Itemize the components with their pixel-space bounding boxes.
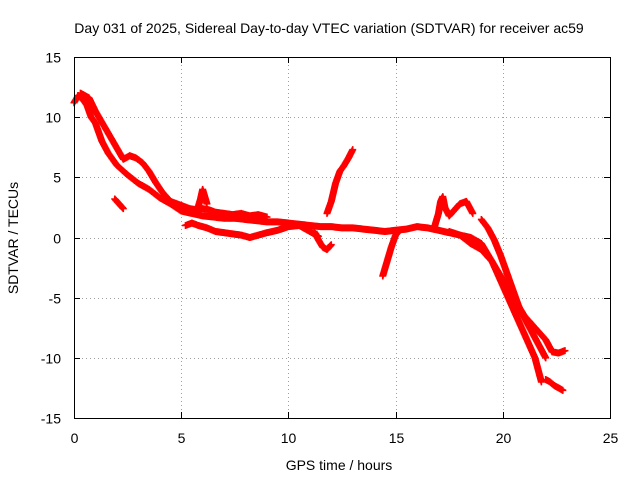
y-tick-labels: -15 -10 -5 0 5 10 15	[41, 50, 61, 427]
grid-lines	[74, 57, 610, 418]
data-point	[469, 209, 477, 217]
y-tick-label: -5	[49, 291, 62, 307]
data-point	[327, 241, 335, 249]
data-point	[559, 386, 567, 394]
y-tick-label: -15	[41, 411, 61, 427]
data-point	[263, 213, 271, 221]
x-axis-label: GPS time / hours	[286, 457, 393, 473]
series-bump-near-6h	[194, 185, 211, 210]
series-rise-near-14-5h	[379, 226, 404, 280]
x-tick-label: 15	[389, 430, 405, 446]
data-point	[561, 347, 569, 355]
chart-title: Day 031 of 2025, Sidereal Day-to-day VTE…	[74, 20, 584, 36]
axis-ticks	[74, 57, 611, 419]
data-marks	[70, 89, 569, 394]
data-point	[396, 226, 404, 234]
x-tick-label: 5	[178, 430, 186, 446]
x-tick-label: 10	[281, 430, 297, 446]
y-tick-label: 15	[45, 50, 61, 66]
data-point	[119, 205, 127, 213]
series-main-trace	[70, 92, 545, 386]
series-spikes-near-17h	[430, 193, 477, 232]
y-tick-label: 0	[53, 231, 61, 247]
x-tick-label: 0	[71, 430, 79, 446]
x-tick-label: 25	[603, 430, 619, 446]
data-point	[349, 146, 357, 154]
x-tick-labels: 0 5 10 15 20 25	[71, 430, 619, 446]
series-dip-near-12h	[310, 227, 335, 254]
series-steep-drop-19-22h	[477, 215, 550, 362]
series-spike-at-2h	[111, 195, 127, 213]
data-point	[537, 378, 545, 386]
series-rise-to-13h	[323, 146, 357, 217]
y-tick-label: 10	[45, 110, 61, 126]
y-axis-label: SDTVAR / TECUs	[5, 182, 21, 294]
series-branch-18-22h	[445, 227, 569, 357]
data-point	[542, 354, 550, 362]
series-upper-branch	[76, 89, 271, 221]
x-tick-label: 20	[496, 430, 512, 446]
data-point	[203, 200, 211, 208]
y-tick-label: 5	[53, 170, 61, 186]
series-tail-near-23h	[542, 375, 567, 394]
y-tick-label: -10	[41, 351, 61, 367]
